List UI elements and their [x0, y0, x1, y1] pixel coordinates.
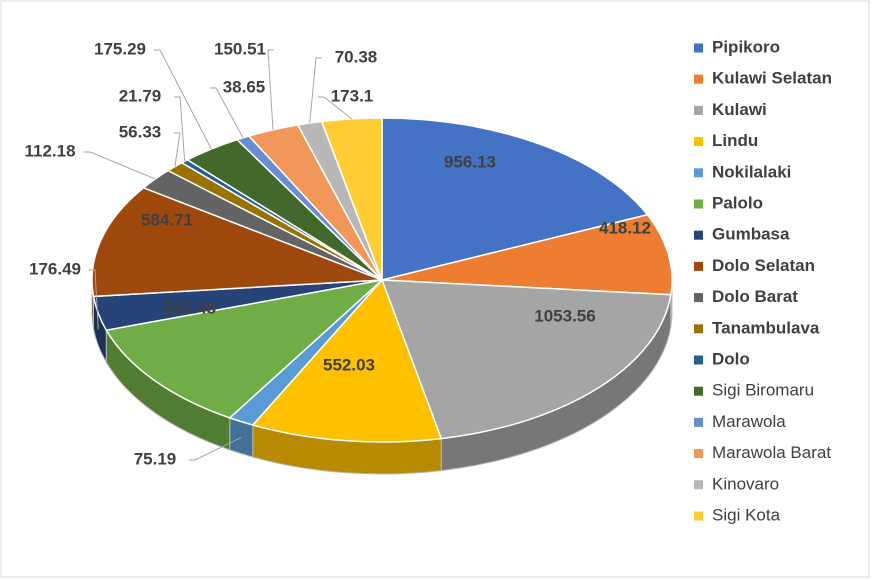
leader-line: [318, 96, 353, 120]
leader-line: [267, 49, 274, 130]
pie-slice: [91, 186, 383, 298]
legend-label: Dolo Barat: [712, 287, 798, 306]
legend-label: Pipikoro: [712, 37, 780, 56]
leader-line: [174, 132, 181, 167]
data-label: 956.13: [444, 152, 496, 171]
pie-slice: [320, 117, 383, 281]
legend-swatch: [694, 480, 703, 490]
legend-swatch: [694, 168, 703, 178]
pie-slice: [380, 279, 672, 440]
legend-swatch: [694, 324, 703, 334]
data-label: 38.65: [223, 77, 266, 96]
data-label: 584.71: [141, 210, 193, 229]
leader-line: [89, 269, 99, 330]
data-label: 1053.56: [534, 306, 595, 325]
data-label: 70.38: [335, 47, 378, 66]
data-label: 418.12: [599, 218, 651, 237]
pie-slice: [105, 278, 385, 419]
legend-label: Palolo: [712, 193, 763, 212]
legend-swatch: [694, 293, 703, 303]
legend-swatch: [694, 417, 703, 427]
legend-swatch: [694, 137, 703, 147]
legend-label: Sigi Biromaru: [712, 381, 814, 400]
data-label: 150.51: [214, 39, 266, 58]
data-label: 176.49: [29, 259, 81, 278]
data-label: 175.29: [94, 39, 146, 58]
data-label: 173.1: [331, 86, 374, 105]
leader-line: [309, 57, 322, 124]
legend-label: Dolo: [712, 349, 750, 368]
data-label: 581.48: [164, 298, 216, 317]
legend-swatch: [694, 261, 703, 271]
legend-swatch: [694, 74, 703, 84]
legend-label: Kinovaro: [712, 474, 779, 493]
data-label: 56.33: [119, 122, 162, 141]
legend-label: Sigi Kota: [712, 505, 781, 524]
legend-label: Nokilalaki: [712, 162, 791, 181]
legend-swatch: [694, 43, 703, 53]
leader-line: [210, 87, 244, 139]
legend-label: Marawola: [712, 412, 786, 431]
legend-label: Kulawi Selatan: [712, 69, 832, 88]
legend-swatch: [694, 105, 703, 115]
legend-swatch: [694, 449, 703, 459]
legend-swatch: [694, 355, 703, 365]
pie-slice: [381, 117, 649, 281]
leader-line: [84, 151, 156, 180]
legend-label: Lindu: [712, 131, 758, 150]
legend-label: Gumbasa: [712, 225, 790, 244]
leader-line: [174, 96, 186, 162]
legend-swatch: [694, 199, 703, 209]
data-label: 21.79: [119, 86, 162, 105]
leader-line: [154, 49, 212, 150]
legend-label: Dolo Selatan: [712, 256, 815, 275]
legend-label: Marawola Barat: [712, 443, 831, 462]
data-label: 112.18: [24, 141, 75, 160]
data-label: 75.19: [134, 449, 177, 468]
legend-label: Kulawi: [712, 100, 767, 119]
legend-swatch: [694, 386, 703, 396]
legend-swatch: [694, 511, 703, 521]
pie-slice: [381, 213, 673, 296]
data-label: 552.03: [323, 355, 375, 374]
pie-slice: [251, 278, 443, 443]
leader-line: [189, 437, 242, 461]
legend-label: Tanambulava: [712, 318, 820, 337]
legend-swatch: [694, 230, 703, 240]
